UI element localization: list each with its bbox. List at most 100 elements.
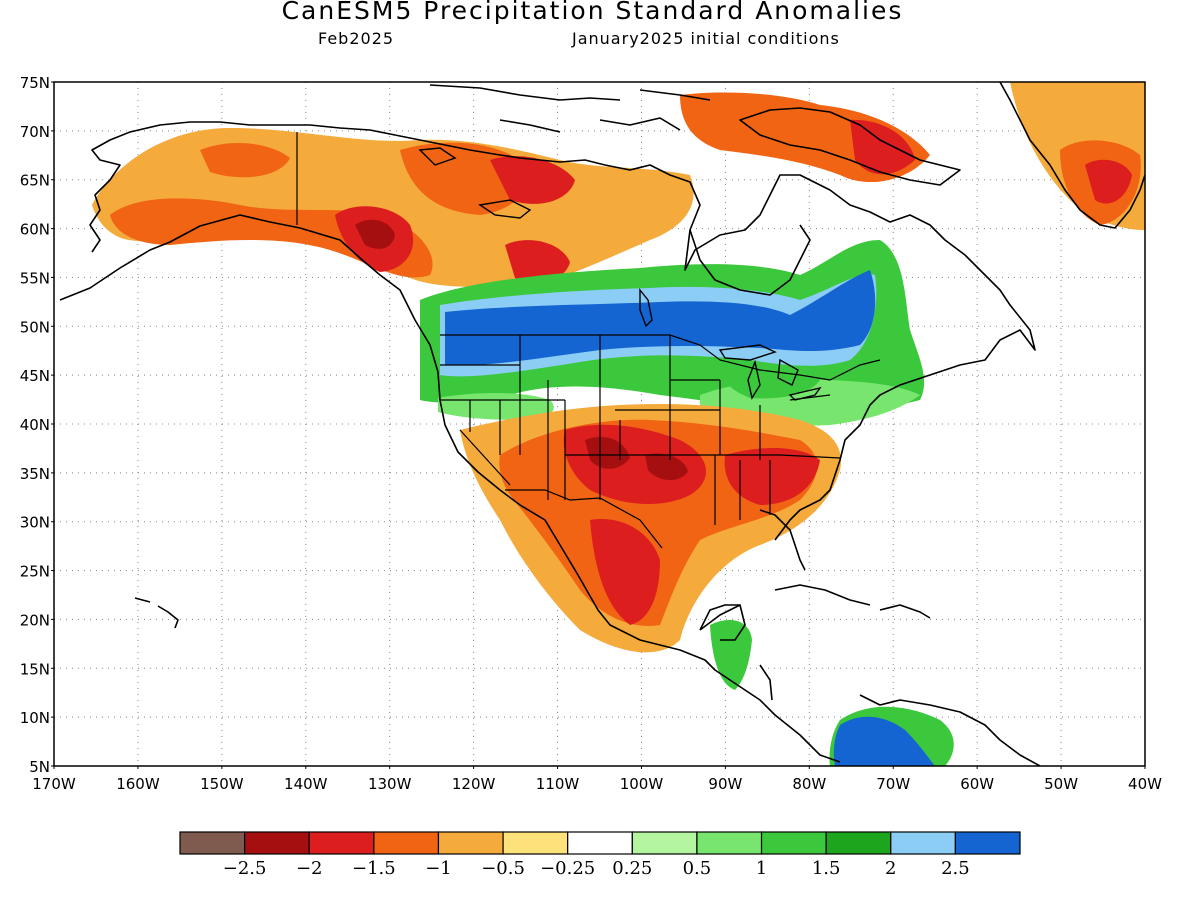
lon-tick-label: 140W (284, 775, 328, 793)
lat-tick-label: 5N (29, 758, 50, 776)
lon-tick-label: 60W (960, 775, 994, 793)
colorbar-label: 2.5 (941, 858, 970, 879)
lat-tick-label: 30N (20, 514, 50, 532)
borders (296, 132, 881, 549)
coast-yucatan (699, 604, 740, 631)
coast-hudson-bay (689, 224, 811, 296)
anomaly-great-lakes-wet (720, 363, 820, 399)
lake-michigan (747, 359, 761, 400)
lake-superior (718, 344, 777, 361)
anomaly-shading (92, 82, 1145, 766)
colorbar-label: 2 (885, 858, 896, 879)
coast-north-america (59, 121, 1036, 763)
colorbar-swatch (954, 831, 1021, 855)
anomaly-bc-core (355, 219, 395, 249)
lon-tick-label: 170W (32, 775, 76, 793)
anomaly-nunavut-core (490, 156, 575, 204)
colorbar-swatch (825, 831, 892, 855)
coast-hispaniola (879, 604, 931, 619)
anomaly-southeast-red (724, 448, 820, 505)
coast-south-america (859, 694, 1041, 766)
lake-winnipeg (639, 288, 653, 328)
lon-tick-label: 80W (792, 775, 826, 793)
colorbar-swatch (502, 831, 569, 855)
map-canvas (54, 82, 1145, 766)
colorbar-label: 1 (756, 858, 767, 879)
anomaly-greenland-core (1085, 159, 1132, 204)
colorbar-label: −0.25 (540, 858, 595, 879)
coast-arctic-islands (429, 84, 711, 133)
coast-baffin (739, 107, 961, 186)
coast-greenland (999, 82, 1145, 229)
lat-tick-label: 55N (20, 269, 50, 287)
colorbar-swatch (567, 831, 633, 855)
colorbar-label: 0.5 (683, 858, 712, 879)
lat-tick-label: 45N (20, 367, 50, 385)
lon-tick-label: 150W (200, 775, 244, 793)
anomaly-mexico-red (590, 519, 660, 625)
map-title: CanESM5 Precipitation Standard Anomalies (281, 0, 904, 25)
latitude-labels: 75N 70N 65N 60N 55N 50N 45N 40N 35N 30N 25N 20N 15N 1… (20, 74, 54, 776)
longitude-labels: 170W 160W 150W 140W 130W 120W 110W 100W 90W 80W 70… (32, 766, 1162, 793)
colorbar-label: −0.5 (481, 858, 525, 879)
lat-tick-label: 50N (20, 318, 50, 336)
lake-huron (777, 358, 799, 386)
lat-tick-label: 70N (20, 123, 50, 141)
anomaly-central-america-wet (710, 620, 752, 690)
colorbar-swatch (631, 831, 698, 855)
forecast-month: Feb2025 (318, 29, 395, 48)
lat-tick-label: 60N (20, 221, 50, 239)
border-us-mexico (505, 489, 663, 549)
anomaly-plains-core-2 (645, 453, 688, 481)
coast-hawaii (134, 597, 179, 629)
lon-tick-label: 120W (452, 775, 496, 793)
colorbar-swatch (373, 831, 440, 855)
lon-tick-label: 100W (620, 775, 664, 793)
colorbar-swatch (437, 831, 504, 855)
lat-tick-label: 15N (20, 660, 50, 678)
colorbar-swatch (244, 831, 310, 855)
lakes (418, 147, 822, 401)
lat-tick-label: 10N (20, 709, 50, 727)
anomaly-saskatchewan (505, 240, 570, 283)
colorbar-swatch (696, 831, 763, 855)
lon-tick-label: 90W (708, 775, 742, 793)
lat-tick-label: 40N (20, 416, 50, 434)
colorbar-label: −2 (296, 858, 323, 879)
lat-tick-label: 20N (20, 611, 50, 629)
colorbar-label: 1.5 (812, 858, 841, 879)
colorbar-swatch (179, 831, 246, 855)
colorbar-label: −2.5 (223, 858, 267, 879)
colorbar-label: −1 (425, 858, 452, 879)
lake-great-slave (478, 199, 532, 219)
lon-tick-label: 160W (116, 775, 160, 793)
colorbar-label: −1.5 (352, 858, 396, 879)
colorbar (179, 831, 1021, 855)
coast-cuba (774, 584, 871, 606)
coastlines (59, 82, 1145, 766)
colorbar-swatch (760, 831, 827, 855)
lat-tick-label: 75N (20, 74, 50, 92)
colorbar-labels: −2.5 −2 −1.5 −1 −0.5 −0.25 0.25 0.5 1 1.5 2 2.5 (223, 858, 970, 879)
colorbar-label: 0.25 (612, 858, 652, 879)
lon-tick-label: 130W (368, 775, 412, 793)
lon-tick-label: 50W (1044, 775, 1078, 793)
lon-tick-label: 70W (876, 775, 910, 793)
colorbar-swatch (308, 831, 375, 855)
anomaly-baffin-core (850, 119, 915, 175)
anomaly-plains-core (585, 436, 630, 469)
lon-tick-label: 110W (536, 775, 580, 793)
anomaly-south-america-blue (833, 716, 935, 766)
anomaly-prairies-blue (445, 270, 876, 366)
anomaly-alaska-north (200, 143, 290, 178)
lon-tick-label: 40W (1128, 775, 1162, 793)
colorbar-swatch (890, 831, 956, 855)
border-state-lines (440, 335, 841, 525)
lat-tick-label: 25N (20, 563, 50, 581)
lake-great-bear (418, 147, 457, 166)
lat-tick-label: 35N (20, 465, 50, 483)
lat-tick-label: 65N (20, 172, 50, 190)
lake-erie (788, 386, 822, 401)
coast-florida (759, 509, 806, 571)
